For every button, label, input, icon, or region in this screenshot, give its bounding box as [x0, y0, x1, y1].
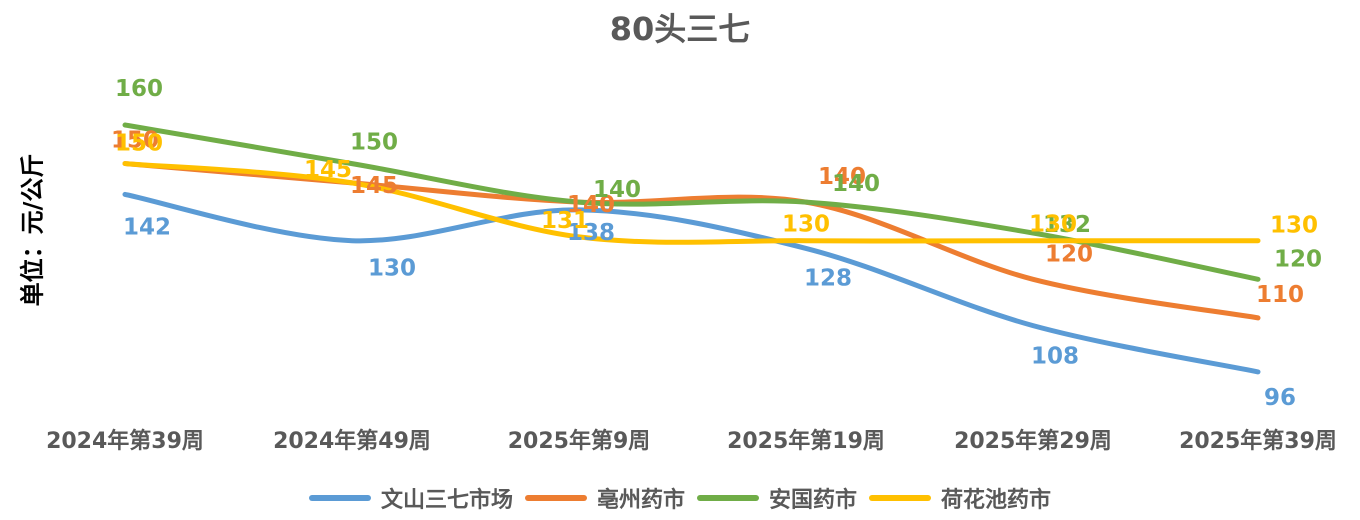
data-label-s3-4: 130 — [1029, 212, 1077, 238]
data-label-layer: 1421301381281089615014514014012011016015… — [111, 76, 1322, 411]
legend-label-1: 亳州药市 — [596, 488, 685, 513]
legend: 文山三七市场 亳州药市 安国药市 荷花池药市 — [0, 482, 1360, 514]
data-label-s2-5: 120 — [1274, 246, 1322, 272]
legend-swatch-1 — [524, 495, 587, 501]
data-label-s0-4: 108 — [1031, 344, 1079, 370]
legend-swatch-0 — [308, 495, 371, 501]
data-label-s0-5: 96 — [1264, 385, 1296, 411]
legend-label-3: 荷花池药市 — [941, 488, 1052, 513]
x-tick-label-1: 2024年第49周 — [273, 428, 431, 454]
data-label-s1-3: 140 — [818, 164, 866, 190]
x-tick-label-0: 2024年第39周 — [46, 428, 204, 454]
series-layer — [122, 122, 1261, 375]
legend-item-0: 文山三七市场 — [308, 482, 513, 514]
data-label-s3-0: 150 — [115, 131, 163, 157]
data-label-s0-3: 128 — [804, 265, 852, 291]
series-line-0 — [122, 191, 1261, 375]
line-chart: 1421301381281089615014514014012011016015… — [46, 76, 1337, 454]
legend-label-0: 文山三七市场 — [380, 488, 513, 513]
data-label-s1-1: 145 — [350, 173, 398, 199]
legend-swatch-2 — [697, 495, 759, 501]
data-label-s2-1: 150 — [350, 130, 398, 156]
data-label-s3-5: 130 — [1270, 213, 1318, 239]
x-tick-label-2: 2025年第9周 — [508, 428, 651, 454]
legend-label-2: 安国药市 — [769, 488, 858, 513]
data-label-s3-2: 131 — [541, 208, 589, 234]
data-label-s1-2: 140 — [567, 192, 615, 218]
x-tick-label-3: 2025年第19周 — [727, 428, 885, 454]
data-label-s0-2: 138 — [567, 220, 615, 246]
legend-item-2: 安国药市 — [697, 482, 857, 514]
legend-swatch-3 — [869, 495, 932, 501]
data-label-s3-3: 130 — [782, 212, 830, 238]
data-label-s1-4: 120 — [1045, 241, 1093, 267]
x-tick-label-5: 2025年第39周 — [1179, 428, 1337, 454]
series-line-3 — [122, 161, 1261, 245]
data-label-s2-2: 140 — [593, 177, 641, 203]
data-label-s0-1: 130 — [368, 256, 416, 282]
data-label-s2-3: 140 — [832, 171, 880, 197]
legend-item-3: 荷花池药市 — [869, 482, 1051, 514]
legend-item-1: 亳州药市 — [524, 482, 685, 514]
x-tick-label-4: 2025年第29周 — [954, 428, 1112, 454]
data-label-s2-0: 160 — [115, 76, 163, 102]
x-tick-layer: 2024年第39周 2024年第49周 2025年第9周 2025年第19周 2025年… — [46, 428, 1337, 454]
data-label-s0-0: 142 — [123, 214, 171, 240]
chart-title: 80头三七 — [609, 10, 751, 48]
data-label-s3-1: 145 — [304, 157, 352, 183]
data-label-s1-0: 150 — [111, 128, 159, 154]
data-label-s1-5: 110 — [1256, 282, 1304, 308]
data-label-s2-4: 132 — [1043, 212, 1091, 238]
